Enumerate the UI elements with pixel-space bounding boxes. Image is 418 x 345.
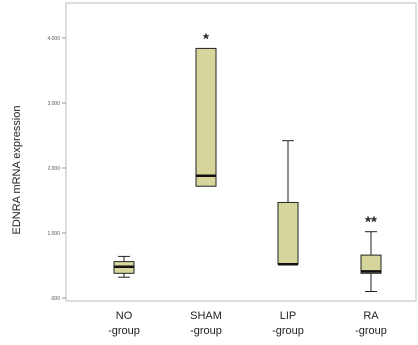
y-tick-label: 3.000 <box>47 101 60 107</box>
box <box>195 47 217 187</box>
box <box>277 201 299 265</box>
box-group <box>113 255 135 278</box>
category-sublabel: -group <box>190 325 222 337</box>
category-label: LIP <box>280 310 297 322</box>
y-axis-label: EDNRA mRNA expression <box>11 106 23 235</box>
category-label: RA <box>363 310 379 322</box>
boxes: *** <box>113 30 382 292</box>
y-tick-label: .000 <box>50 296 60 302</box>
y-axis: .000 1.000 2.000 3.000 4.000 <box>47 36 66 302</box>
category-label: NO <box>116 310 133 322</box>
category-label: SHAM <box>190 310 222 322</box>
y-tick-label: 2.000 <box>47 166 60 172</box>
box-group: ** <box>360 214 382 292</box>
box <box>360 254 382 274</box>
y-tick-label: 1.000 <box>47 231 60 237</box>
category-sublabel: -group <box>355 325 387 337</box>
significance-marker: ** <box>365 214 377 231</box>
category-sublabel: -group <box>108 325 140 337</box>
box-group <box>277 140 299 266</box>
significance-marker: * <box>203 30 209 47</box>
y-tick-label: 4.000 <box>47 36 60 42</box>
box-group: * <box>195 30 217 187</box>
category-sublabel: -group <box>272 325 304 337</box>
plot-frame <box>65 2 417 302</box>
x-axis-labels: NO -group SHAM -group LIP -group RA -group <box>108 310 387 337</box>
